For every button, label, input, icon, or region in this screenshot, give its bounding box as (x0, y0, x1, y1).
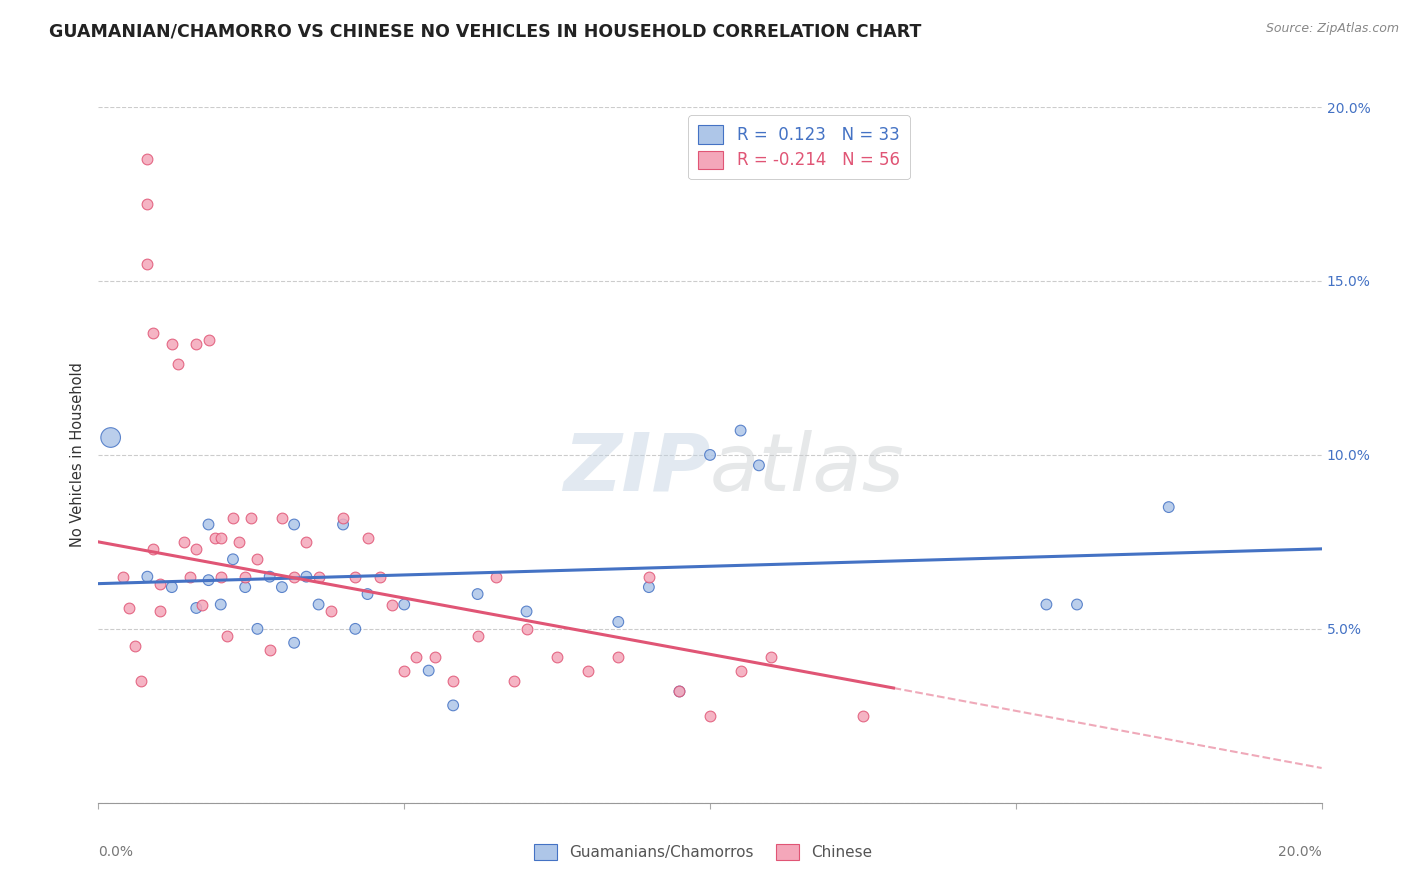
Point (668, 684, 690, 698)
Point (1157, 500, 1180, 514)
Point (516, 622, 538, 636)
Point (308, 570, 330, 584)
Point (191, 598, 214, 612)
Point (124, 639, 146, 653)
Point (167, 358, 190, 372)
Point (136, 197, 159, 211)
Text: ZIP: ZIP (562, 430, 710, 508)
Point (100, 431, 122, 445)
Point (240, 510, 263, 524)
Point (467, 587, 489, 601)
Point (1035, 598, 1057, 612)
Point (228, 534, 250, 549)
Point (118, 601, 141, 615)
Point (381, 598, 404, 612)
Text: 20.0%: 20.0% (1278, 845, 1322, 859)
Point (136, 256, 159, 270)
Point (142, 541, 165, 556)
Point (852, 708, 875, 723)
Point (186, 336, 208, 351)
Point (209, 532, 232, 546)
Legend: Guamanians/Chamorros, Chinese: Guamanians/Chamorros, Chinese (527, 838, 879, 866)
Point (136, 152, 159, 166)
Point (699, 448, 721, 462)
Y-axis label: No Vehicles in Household: No Vehicles in Household (70, 362, 86, 548)
Point (730, 664, 752, 678)
Point (1066, 598, 1088, 612)
Point (730, 424, 752, 438)
Point (270, 510, 292, 524)
Point (233, 570, 256, 584)
Point (356, 532, 378, 546)
Point (233, 580, 256, 594)
Point (186, 541, 208, 556)
Legend: R =  0.123   N = 33, R = -0.214   N = 56: R = 0.123 N = 33, R = -0.214 N = 56 (689, 115, 910, 179)
Point (259, 642, 281, 657)
Point (160, 336, 183, 351)
Point (637, 580, 661, 594)
Point (607, 615, 630, 629)
Point (308, 598, 330, 612)
Point (441, 674, 464, 689)
Point (423, 649, 446, 664)
Point (392, 664, 416, 678)
Point (295, 534, 318, 549)
Text: atlas: atlas (710, 430, 905, 508)
Text: Source: ZipAtlas.com: Source: ZipAtlas.com (1265, 22, 1399, 36)
Point (136, 570, 159, 584)
Point (344, 622, 367, 636)
Point (356, 587, 378, 601)
Point (186, 601, 208, 615)
Point (295, 570, 318, 584)
Point (283, 570, 305, 584)
Point (344, 570, 367, 584)
Point (149, 605, 172, 619)
Point (209, 570, 232, 584)
Point (111, 570, 134, 584)
Point (197, 333, 219, 347)
Point (142, 326, 165, 340)
Point (467, 629, 489, 643)
Point (576, 664, 599, 678)
Point (699, 708, 721, 723)
Point (179, 570, 201, 584)
Point (392, 598, 416, 612)
Point (368, 570, 391, 584)
Point (319, 605, 342, 619)
Point (332, 510, 354, 524)
Point (516, 605, 538, 619)
Point (332, 517, 354, 532)
Point (637, 570, 661, 584)
Point (246, 552, 269, 566)
Point (209, 598, 232, 612)
Point (405, 649, 427, 664)
Point (283, 517, 305, 532)
Text: GUAMANIAN/CHAMORRO VS CHINESE NO VEHICLES IN HOUSEHOLD CORRELATION CHART: GUAMANIAN/CHAMORRO VS CHINESE NO VEHICLE… (49, 22, 921, 40)
Point (503, 674, 526, 689)
Point (222, 510, 245, 524)
Point (546, 649, 568, 664)
Point (160, 580, 183, 594)
Point (149, 576, 172, 591)
Point (204, 532, 226, 546)
Point (607, 649, 630, 664)
Point (418, 664, 440, 678)
Point (485, 570, 508, 584)
Point (173, 534, 195, 549)
Point (283, 636, 305, 650)
Point (246, 622, 269, 636)
Point (197, 573, 219, 587)
Point (129, 674, 152, 689)
Point (668, 684, 690, 698)
Point (270, 580, 292, 594)
Point (259, 570, 281, 584)
Point (748, 458, 770, 473)
Point (441, 698, 464, 713)
Point (759, 649, 782, 664)
Text: 0.0%: 0.0% (98, 845, 134, 859)
Point (197, 517, 219, 532)
Point (215, 629, 238, 643)
Point (222, 552, 245, 566)
